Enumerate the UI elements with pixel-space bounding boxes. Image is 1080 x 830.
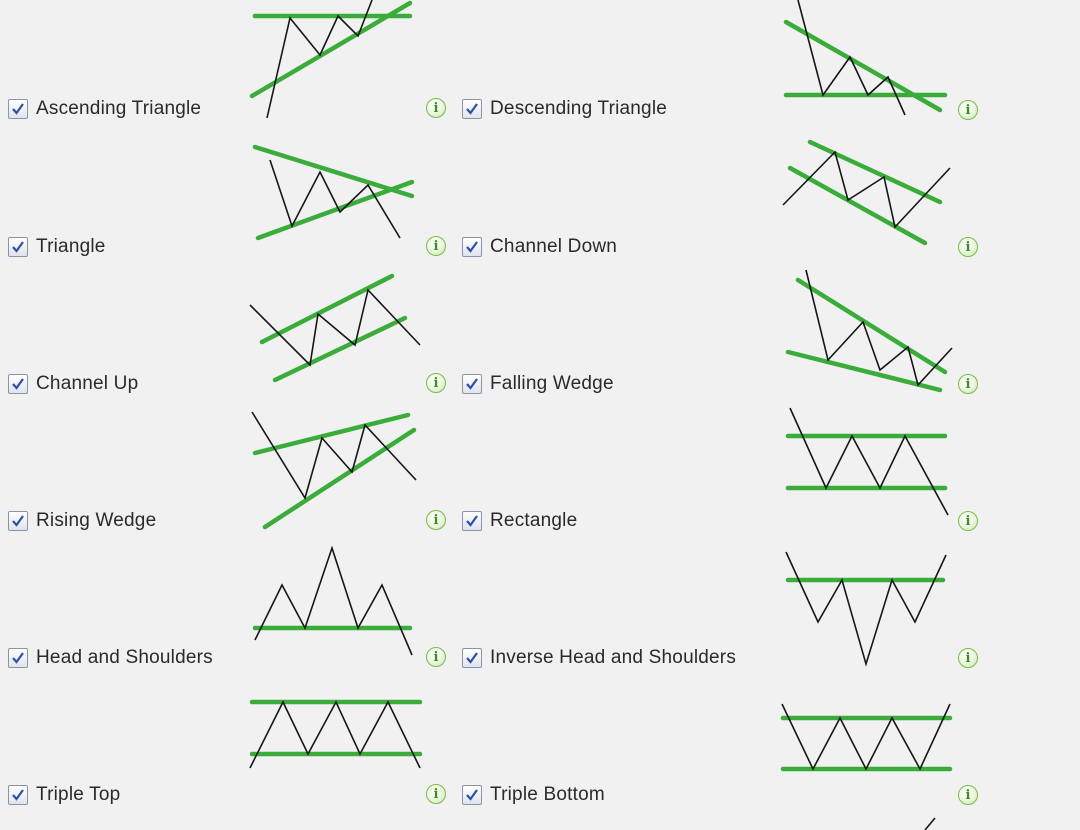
option-label: Channel Down: [490, 236, 618, 257]
checkmark-icon: [466, 241, 478, 253]
checkbox[interactable]: [8, 511, 28, 531]
info-icon[interactable]: i: [958, 237, 978, 257]
checkmark-icon: [466, 103, 478, 115]
checkmark-icon: [466, 515, 478, 527]
checkbox[interactable]: [462, 374, 482, 394]
descending-triangle-pattern-icon: [783, 0, 948, 116]
head-and-shoulders-pattern-icon: [252, 545, 413, 656]
option-falling-wedge[interactable]: Falling Wedge: [462, 373, 614, 395]
option-label: Descending Triangle: [490, 98, 668, 119]
inverse-head-and-shoulders-pattern-icon: [785, 551, 947, 667]
info-icon[interactable]: i: [426, 373, 446, 393]
info-icon[interactable]: i: [958, 100, 978, 120]
option-ascending-triangle[interactable]: Ascending Triangle: [8, 98, 201, 120]
checkmark-icon: [12, 789, 24, 801]
info-icon[interactable]: i: [958, 511, 978, 531]
cut-off-pattern-stroke: [924, 817, 936, 830]
option-label: Rectangle: [490, 510, 578, 531]
checkmark-icon: [466, 652, 478, 664]
checkbox[interactable]: [8, 374, 28, 394]
info-icon[interactable]: i: [426, 647, 446, 667]
checkbox[interactable]: [462, 648, 482, 668]
info-icon[interactable]: i: [426, 98, 446, 118]
option-label: Triple Bottom: [490, 784, 605, 805]
checkbox[interactable]: [8, 99, 28, 119]
info-icon[interactable]: i: [426, 236, 446, 256]
rising-wedge-pattern-icon: [251, 411, 417, 530]
option-head-and-shoulders[interactable]: Head and Shoulders: [8, 647, 213, 669]
checkmark-icon: [12, 378, 24, 390]
triple-top-pattern-icon: [249, 699, 423, 769]
channel-down-pattern-icon: [782, 139, 951, 246]
checkmark-icon: [466, 378, 478, 390]
ascending-triangle-pattern-icon: [249, 0, 413, 119]
info-icon[interactable]: i: [958, 648, 978, 668]
info-icon[interactable]: i: [958, 374, 978, 394]
checkmark-icon: [12, 241, 24, 253]
checkmark-icon: [466, 789, 478, 801]
triple-bottom-pattern-icon: [780, 703, 953, 772]
info-icon[interactable]: i: [958, 785, 978, 805]
option-triangle[interactable]: Triangle: [8, 236, 106, 258]
checkbox[interactable]: [462, 785, 482, 805]
option-label: Triangle: [36, 236, 106, 257]
option-channel-down[interactable]: Channel Down: [462, 236, 617, 258]
checkbox[interactable]: [462, 99, 482, 119]
checkmark-icon: [12, 103, 24, 115]
option-label: Head and Shoulders: [36, 647, 213, 668]
checkbox[interactable]: [8, 237, 28, 257]
option-descending-triangle[interactable]: Descending Triangle: [462, 98, 667, 120]
info-icon[interactable]: i: [426, 510, 446, 530]
info-icon[interactable]: i: [426, 784, 446, 804]
falling-wedge-pattern-icon: [785, 269, 953, 393]
option-label: Channel Up: [36, 373, 139, 394]
option-label: Falling Wedge: [490, 373, 614, 394]
checkmark-icon: [12, 652, 24, 664]
option-channel-up[interactable]: Channel Up: [8, 373, 138, 395]
option-label: Ascending Triangle: [36, 98, 202, 119]
option-rising-wedge[interactable]: Rising Wedge: [8, 510, 156, 532]
option-triple-bottom[interactable]: Triple Bottom: [462, 784, 605, 806]
triangle-pattern-icon: [252, 144, 415, 241]
option-label: Inverse Head and Shoulders: [490, 647, 737, 668]
rectangle-pattern-icon: [785, 407, 949, 516]
option-inverse-head-and-shoulders[interactable]: Inverse Head and Shoulders: [462, 647, 736, 669]
checkbox[interactable]: [8, 648, 28, 668]
option-label: Triple Top: [36, 784, 121, 805]
option-triple-top[interactable]: Triple Top: [8, 784, 120, 806]
option-rectangle[interactable]: Rectangle: [462, 510, 577, 532]
checkmark-icon: [12, 515, 24, 527]
option-label: Rising Wedge: [36, 510, 157, 531]
checkbox[interactable]: [462, 511, 482, 531]
checkbox[interactable]: [8, 785, 28, 805]
channel-up-pattern-icon: [249, 273, 421, 383]
checkbox[interactable]: [462, 237, 482, 257]
